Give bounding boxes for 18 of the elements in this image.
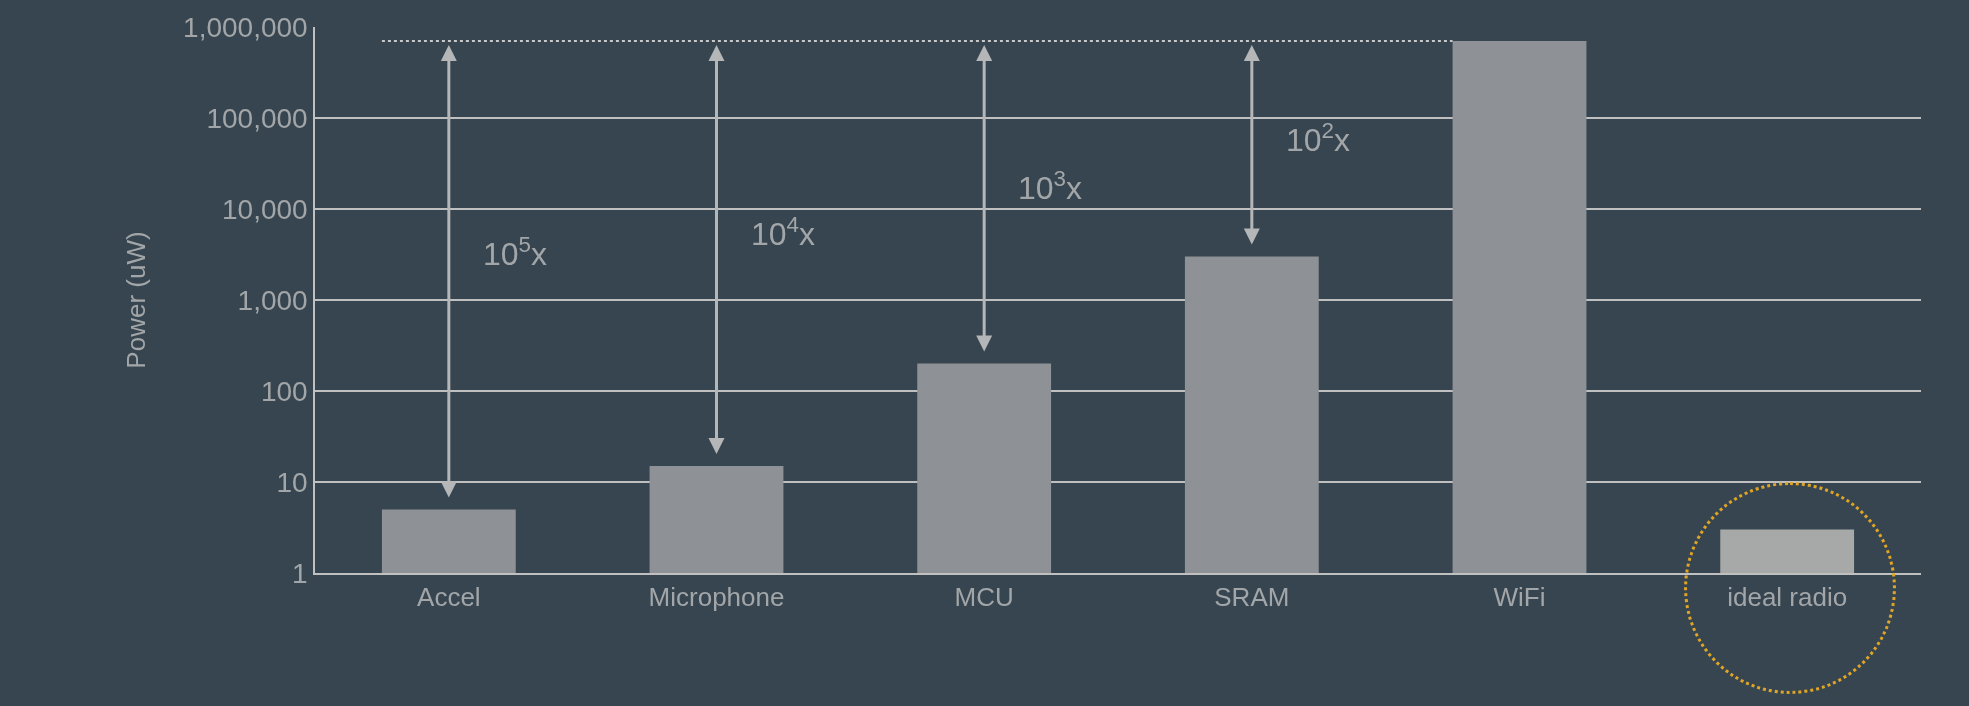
x-tick-label: Accel xyxy=(417,581,481,612)
y-tick-label: 10,000 xyxy=(222,193,308,225)
annotation: 10$^{4}$x xyxy=(751,212,816,253)
annotation: 10$^{5}$x xyxy=(483,232,548,273)
x-tick-label: SRAM xyxy=(1214,581,1290,612)
annotation: 10$^{2}$x xyxy=(1286,118,1351,159)
y-tick-label: 10 xyxy=(276,466,308,498)
x-tick-label: WiFi xyxy=(1493,581,1546,612)
y-tick-label: 100 xyxy=(260,375,308,407)
annotation: 10$^{3}$x xyxy=(1018,166,1083,207)
y-tick-label: 100,000 xyxy=(206,102,308,134)
x-tick-label: Microphone xyxy=(648,581,785,612)
y-tick-label: 1,000,000 xyxy=(183,11,308,43)
x-tick-label: MCU xyxy=(954,581,1014,612)
y-axis-title: Power (uW) xyxy=(120,231,151,369)
y-tick-label: 1 xyxy=(292,557,308,589)
y-tick-label: 1,000 xyxy=(237,284,308,316)
x-tick-label: ideal radio xyxy=(1727,581,1848,612)
